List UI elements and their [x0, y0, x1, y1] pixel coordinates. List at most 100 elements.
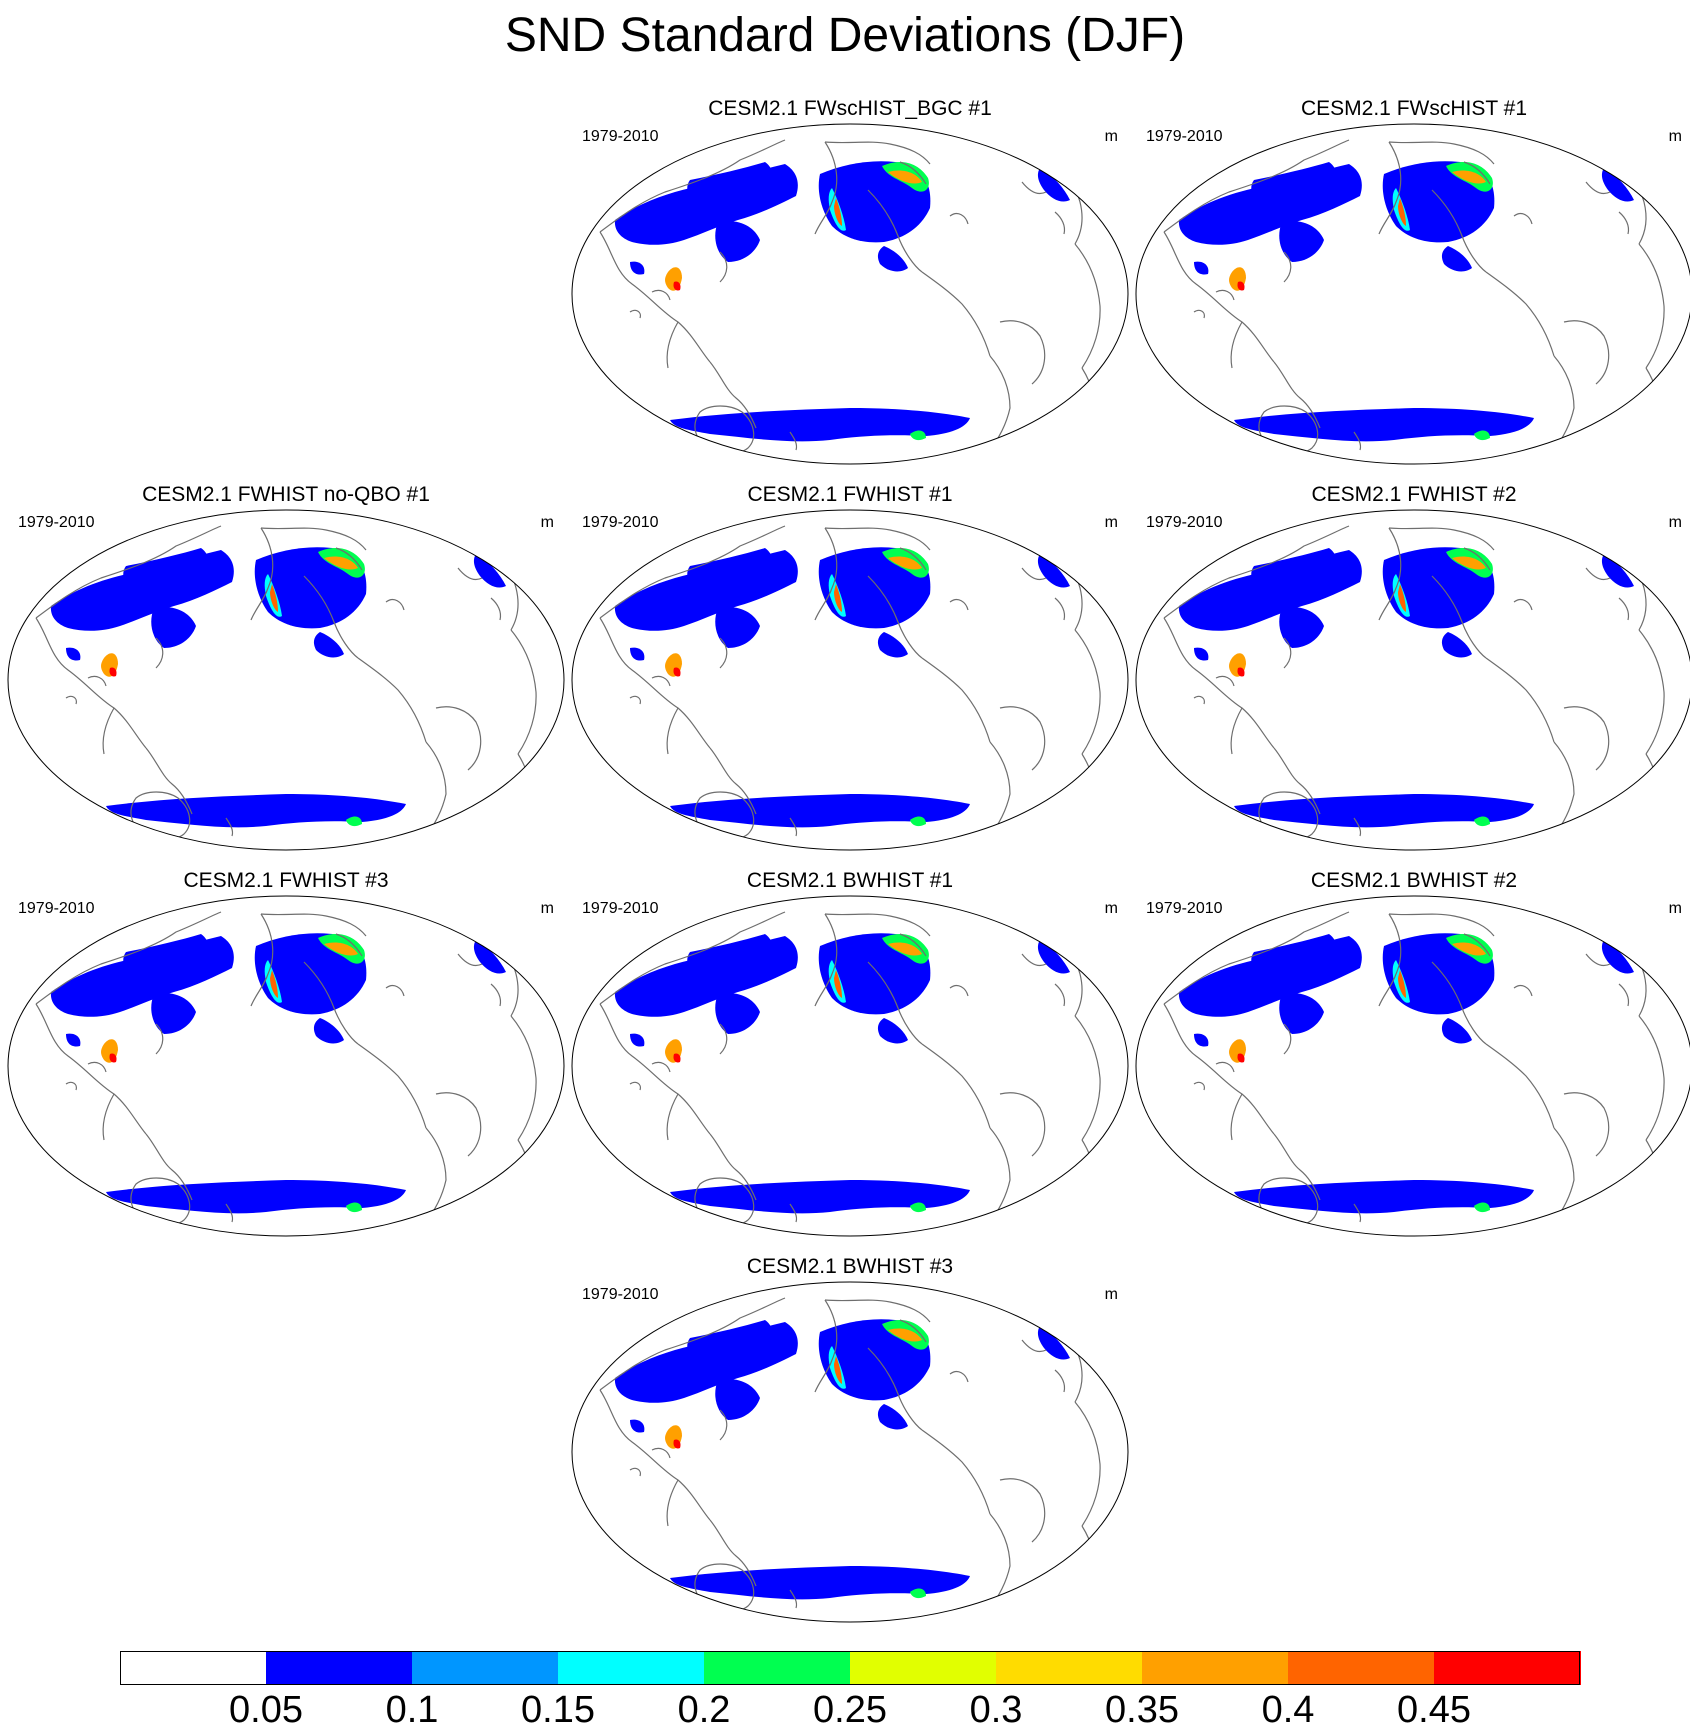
coastline	[35, 617, 147, 749]
coastline	[599, 525, 786, 619]
map-panel-3: CESM2.1 FWHIST no-QBO #1 1979-2010 m	[6, 482, 566, 854]
colorbar-box	[412, 1651, 559, 1685]
snow-std-region	[1037, 168, 1070, 202]
coastline	[510, 629, 537, 755]
coastline	[357, 1043, 427, 1129]
coastline	[385, 984, 405, 997]
snow-std-region	[630, 647, 645, 661]
coastline	[1081, 753, 1097, 809]
coastline	[709, 361, 757, 429]
snow-std-region	[877, 632, 908, 658]
coastline	[999, 1478, 1046, 1543]
map-plot	[7, 509, 565, 851]
snow-std-region	[1251, 162, 1337, 206]
panel-period-label: 1979-2010	[18, 514, 95, 531]
map-content	[1163, 517, 1665, 841]
snow-std-hotspot	[146, 903, 159, 909]
panel-title: CESM2.1 FWscHIST #1	[1301, 97, 1527, 120]
snow-std-hotspot	[346, 816, 362, 827]
panel-title: CESM2.1 FWHIST #2	[1311, 483, 1517, 506]
coastline	[1193, 695, 1205, 705]
map-plot	[1135, 895, 1690, 1237]
coastline	[145, 1133, 193, 1201]
coastline	[651, 1061, 671, 1073]
snow-std-region	[1037, 554, 1070, 588]
map-content	[1163, 131, 1665, 455]
snow-std-region	[1601, 554, 1634, 588]
panel-title: CESM2.1 BWHIST #3	[746, 1255, 954, 1278]
snow-std-hotspot	[1452, 556, 1486, 570]
coastline	[435, 706, 482, 771]
coastline	[510, 1015, 537, 1141]
coastline	[867, 189, 923, 273]
coastline	[1585, 567, 1611, 581]
coastline	[867, 961, 923, 1045]
map-border	[1135, 895, 1690, 1237]
coastline	[629, 1081, 641, 1091]
coastline	[1353, 817, 1362, 837]
map-border	[7, 509, 565, 851]
snow-std-hotspot	[1452, 170, 1486, 184]
snow-std-region	[630, 261, 645, 275]
coastline	[789, 817, 798, 837]
coastline	[1054, 597, 1066, 621]
coastline	[824, 1299, 931, 1323]
snow-std-region	[715, 1378, 760, 1420]
snow-std-region	[1234, 1180, 1534, 1214]
coastline	[1273, 747, 1321, 815]
coastline	[789, 1589, 798, 1609]
coastline	[719, 637, 728, 669]
coastline	[1618, 211, 1630, 235]
snow-std-hotspot	[270, 970, 278, 998]
coastline	[155, 1023, 164, 1055]
coastline	[824, 141, 931, 165]
coastline	[709, 1133, 757, 1201]
coastline	[357, 657, 427, 743]
coastline	[1388, 141, 1495, 165]
coastline	[1021, 953, 1047, 967]
coastline	[651, 675, 671, 687]
panel-units-label: m	[1104, 1286, 1118, 1303]
coastline	[1054, 983, 1066, 1007]
coastline	[1163, 231, 1275, 363]
coastline	[666, 321, 679, 369]
coastline	[517, 753, 533, 809]
snow-std-region	[670, 1180, 970, 1214]
coastline	[1163, 525, 1350, 619]
coastline	[250, 527, 274, 621]
snow-std-region	[1251, 548, 1337, 592]
snow-std-hotspot	[1274, 131, 1287, 137]
snow-std-region	[1037, 940, 1070, 974]
snow-std-hotspot	[673, 281, 681, 291]
coastline	[1074, 1401, 1101, 1527]
map-panel-9: CESM2.1 BWHIST #3 1979-2010 m	[570, 1254, 1130, 1626]
snow-std-hotspot	[1452, 942, 1486, 956]
panel-period-label: 1979-2010	[582, 128, 659, 145]
coastline	[457, 953, 483, 967]
map-content	[35, 903, 537, 1227]
panel-units-label: m	[1668, 900, 1682, 917]
snow-std-hotspot	[1237, 1053, 1245, 1063]
map-panel-7: CESM2.1 BWHIST #1 1979-2010 m	[570, 868, 1130, 1240]
coastline	[1081, 1139, 1097, 1195]
coastline	[35, 911, 222, 1005]
snow-std-hotspot	[834, 198, 842, 226]
snow-std-region	[1194, 647, 1209, 661]
coastline	[1074, 243, 1101, 369]
coastline	[1463, 933, 1491, 957]
colorbar-box	[996, 1651, 1143, 1685]
coastline	[1074, 1015, 1101, 1141]
snow-std-hotspot	[109, 667, 117, 677]
snow-std-region	[66, 1033, 81, 1047]
map-plot	[1135, 509, 1690, 851]
map-content	[599, 1289, 1101, 1613]
coastline	[1431, 189, 1487, 273]
coastline	[1378, 527, 1402, 621]
coastline	[1021, 567, 1047, 581]
coastline	[921, 271, 991, 357]
coastline	[921, 1429, 991, 1515]
coastline	[1431, 961, 1487, 1045]
coastline	[385, 598, 405, 611]
snow-std-region	[630, 1419, 645, 1433]
snow-std-hotspot	[834, 970, 842, 998]
